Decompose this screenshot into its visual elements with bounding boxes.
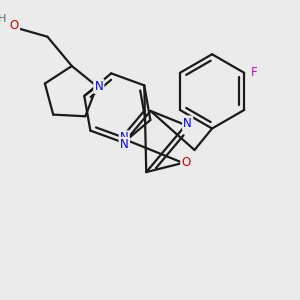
Text: H: H — [0, 14, 7, 24]
Text: N: N — [120, 131, 129, 145]
Text: N: N — [183, 117, 192, 130]
Text: O: O — [10, 20, 19, 32]
Text: F: F — [251, 66, 257, 79]
Text: O: O — [182, 156, 190, 170]
Text: N: N — [120, 138, 129, 151]
Text: N: N — [94, 80, 103, 93]
